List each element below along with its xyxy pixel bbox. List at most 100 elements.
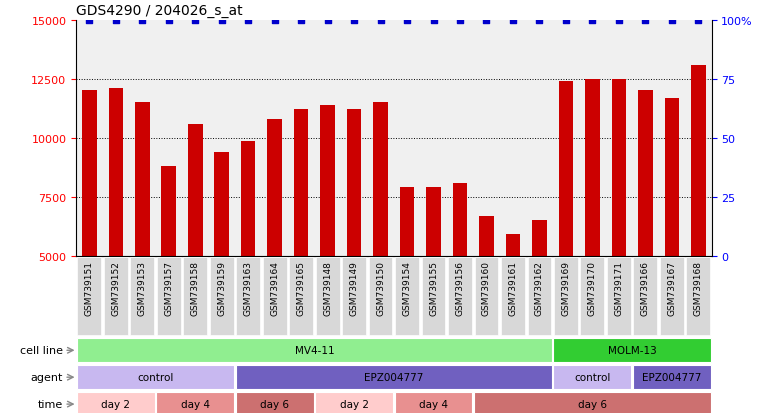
Point [507, 17, 519, 24]
FancyBboxPatch shape [104, 258, 128, 335]
Bar [241, 142, 256, 256]
Text: GSM739171: GSM739171 [614, 260, 623, 315]
Text: GSM739155: GSM739155 [429, 260, 438, 315]
Text: day 2: day 2 [101, 399, 130, 409]
Text: day 6: day 6 [578, 399, 607, 409]
FancyBboxPatch shape [581, 258, 604, 335]
Text: agent: agent [30, 372, 63, 382]
Bar [347, 110, 361, 256]
Point [639, 17, 651, 24]
Text: GSM739170: GSM739170 [588, 260, 597, 315]
FancyBboxPatch shape [422, 258, 445, 335]
FancyBboxPatch shape [77, 366, 234, 389]
Bar [559, 82, 573, 256]
Text: MOLM-13: MOLM-13 [608, 345, 657, 356]
Text: EPZ004777: EPZ004777 [364, 372, 424, 382]
Text: GSM739158: GSM739158 [191, 260, 199, 315]
Bar [585, 79, 600, 256]
FancyBboxPatch shape [156, 392, 234, 413]
Bar [532, 221, 546, 256]
Point [666, 17, 678, 24]
Text: GSM739168: GSM739168 [694, 260, 703, 315]
Text: day 4: day 4 [181, 399, 210, 409]
FancyBboxPatch shape [316, 258, 339, 335]
Bar [400, 188, 414, 256]
Bar [135, 103, 150, 256]
Text: GSM739151: GSM739151 [84, 260, 94, 315]
FancyBboxPatch shape [660, 258, 683, 335]
Point [586, 17, 598, 24]
Text: GSM739150: GSM739150 [376, 260, 385, 315]
FancyBboxPatch shape [236, 366, 552, 389]
Point [480, 17, 492, 24]
Text: GSM739165: GSM739165 [297, 260, 306, 315]
Text: GSM739148: GSM739148 [323, 260, 332, 315]
FancyBboxPatch shape [77, 339, 552, 362]
Text: GSM739162: GSM739162 [535, 260, 544, 315]
Bar [374, 103, 388, 256]
Bar [612, 79, 626, 256]
FancyBboxPatch shape [315, 392, 393, 413]
Bar [320, 105, 335, 256]
Bar [691, 65, 705, 256]
Text: day 2: day 2 [339, 399, 368, 409]
Point [322, 17, 334, 24]
FancyBboxPatch shape [342, 258, 366, 335]
Point [533, 17, 546, 24]
Point [428, 17, 440, 24]
Text: control: control [137, 372, 174, 382]
FancyBboxPatch shape [474, 392, 711, 413]
FancyBboxPatch shape [368, 258, 393, 335]
FancyBboxPatch shape [527, 258, 552, 335]
FancyBboxPatch shape [554, 258, 578, 335]
FancyBboxPatch shape [77, 392, 154, 413]
Point [110, 17, 122, 24]
Text: GSM739163: GSM739163 [244, 260, 253, 315]
FancyBboxPatch shape [130, 258, 154, 335]
Point [401, 17, 413, 24]
FancyBboxPatch shape [553, 366, 632, 389]
FancyBboxPatch shape [78, 258, 101, 335]
FancyBboxPatch shape [501, 258, 525, 335]
Point [295, 17, 307, 24]
FancyBboxPatch shape [183, 258, 207, 335]
Bar [267, 119, 282, 256]
Point [348, 17, 360, 24]
Bar [109, 89, 123, 256]
FancyBboxPatch shape [157, 258, 180, 335]
FancyBboxPatch shape [475, 258, 498, 335]
FancyBboxPatch shape [448, 258, 472, 335]
FancyBboxPatch shape [633, 366, 711, 389]
Bar [188, 124, 202, 256]
Point [269, 17, 281, 24]
Text: EPZ004777: EPZ004777 [642, 372, 702, 382]
Text: GSM739159: GSM739159 [217, 260, 226, 315]
Text: control: control [575, 372, 610, 382]
Bar [479, 216, 494, 256]
Point [215, 17, 228, 24]
Text: GSM739169: GSM739169 [562, 260, 571, 315]
Text: GSM739157: GSM739157 [164, 260, 174, 315]
Text: GSM739154: GSM739154 [403, 260, 412, 315]
FancyBboxPatch shape [210, 258, 234, 335]
Text: day 4: day 4 [419, 399, 448, 409]
Text: GSM739166: GSM739166 [641, 260, 650, 315]
Text: GSM739167: GSM739167 [667, 260, 677, 315]
Text: GSM739164: GSM739164 [270, 260, 279, 315]
Bar [505, 235, 521, 256]
Text: GSM739152: GSM739152 [111, 260, 120, 315]
Bar [426, 188, 441, 256]
Text: day 6: day 6 [260, 399, 289, 409]
Text: time: time [37, 399, 63, 409]
FancyBboxPatch shape [633, 258, 658, 335]
FancyBboxPatch shape [395, 258, 419, 335]
FancyBboxPatch shape [236, 258, 260, 335]
Text: GSM739161: GSM739161 [508, 260, 517, 315]
Text: GSM739160: GSM739160 [482, 260, 491, 315]
Text: GSM739156: GSM739156 [456, 260, 464, 315]
Point [693, 17, 705, 24]
Text: GSM739149: GSM739149 [349, 260, 358, 315]
FancyBboxPatch shape [263, 258, 287, 335]
Bar [453, 183, 467, 256]
Point [163, 17, 175, 24]
